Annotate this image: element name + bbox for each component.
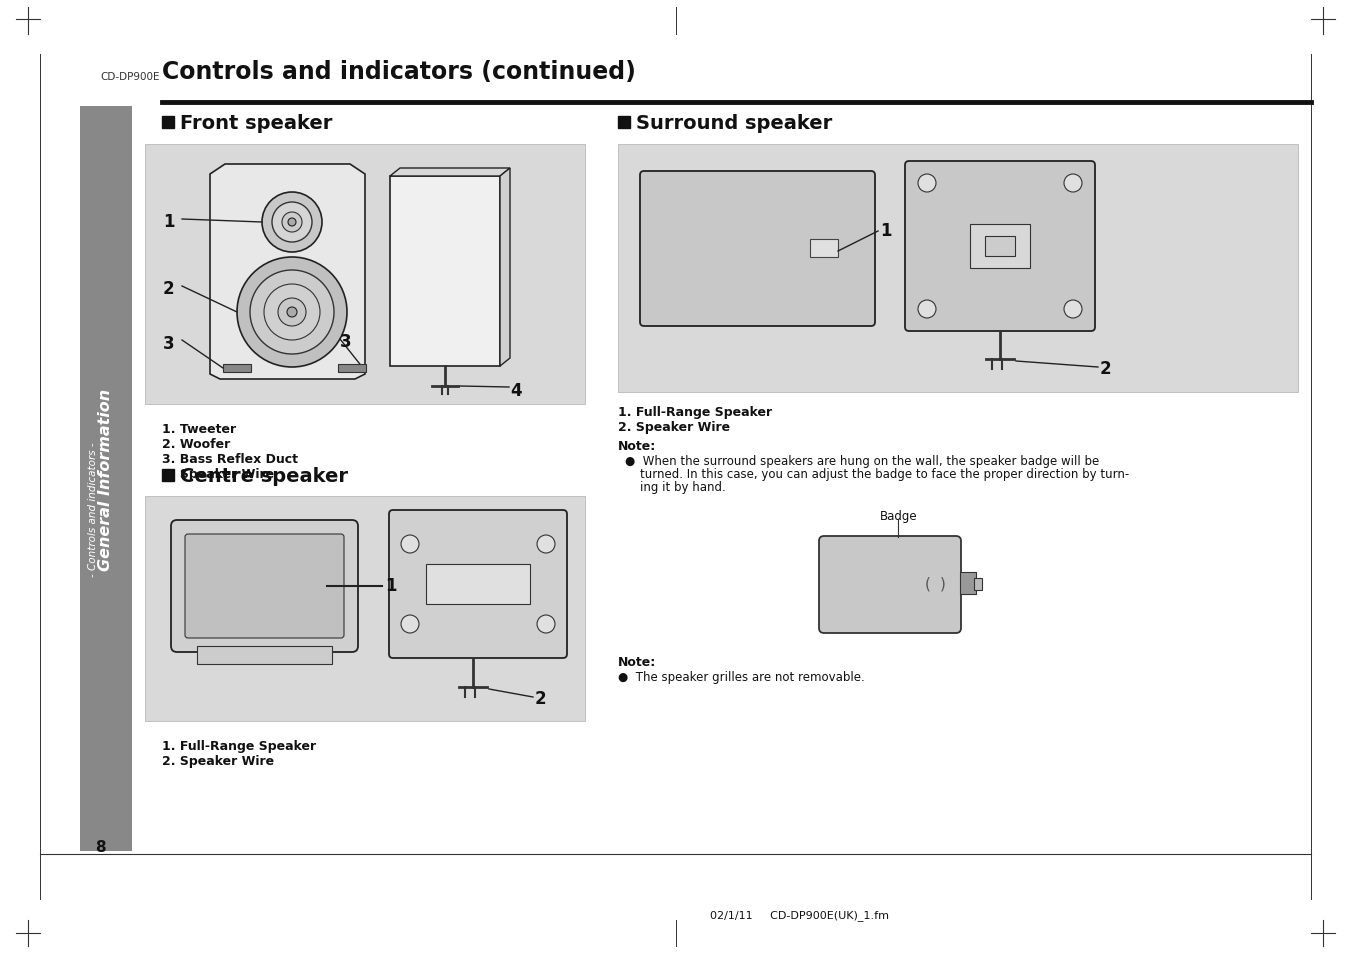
Text: (: (	[925, 577, 931, 592]
Bar	[145, 497, 585, 721]
Circle shape	[1065, 301, 1082, 318]
Text: ●  The speaker grilles are not removable.: ● The speaker grilles are not removable.	[617, 670, 865, 683]
Circle shape	[288, 219, 296, 227]
Text: Note:: Note:	[617, 656, 657, 668]
Circle shape	[282, 213, 303, 233]
Circle shape	[286, 308, 297, 317]
Circle shape	[401, 536, 419, 554]
Bar	[648, 172, 867, 327]
Text: 1: 1	[163, 213, 174, 231]
Bar	[974, 578, 982, 590]
Text: 8: 8	[95, 840, 105, 854]
Text: 1. Full-Range Speaker: 1. Full-Range Speaker	[162, 740, 316, 752]
FancyBboxPatch shape	[819, 537, 961, 634]
FancyBboxPatch shape	[905, 162, 1096, 332]
Text: 2: 2	[163, 280, 174, 297]
Text: 1: 1	[880, 222, 892, 240]
Bar	[338, 365, 366, 373]
Bar	[970, 225, 1029, 269]
Bar	[162, 470, 174, 481]
Text: 1. Tweeter: 1. Tweeter	[162, 422, 236, 436]
Circle shape	[1065, 174, 1082, 193]
Text: ●  When the surround speakers are hung on the wall, the speaker badge will be: ● When the surround speakers are hung on…	[626, 455, 1100, 468]
Text: Surround speaker: Surround speaker	[636, 113, 832, 132]
Bar	[640, 180, 875, 318]
Circle shape	[536, 536, 555, 554]
Bar	[390, 177, 500, 367]
Bar	[905, 170, 1096, 324]
Text: Note:: Note:	[617, 439, 657, 453]
Circle shape	[272, 203, 312, 243]
Bar	[913, 162, 1088, 332]
Bar	[145, 145, 585, 405]
Text: Centre speaker: Centre speaker	[180, 467, 349, 485]
Text: 02/1/11     CD-DP900E(UK)_1.fm: 02/1/11 CD-DP900E(UK)_1.fm	[711, 909, 889, 920]
Circle shape	[401, 616, 419, 634]
Text: 3. Bass Reflex Duct: 3. Bass Reflex Duct	[162, 453, 299, 465]
Text: General Information: General Information	[99, 389, 113, 571]
Bar	[985, 236, 1015, 256]
Text: 3: 3	[163, 335, 174, 353]
Text: 4. Speaker Wire: 4. Speaker Wire	[162, 468, 274, 480]
FancyBboxPatch shape	[389, 511, 567, 659]
Text: 2. Woofer: 2. Woofer	[162, 437, 230, 451]
Text: 1. Full-Range Speaker: 1. Full-Range Speaker	[617, 406, 773, 418]
Bar	[426, 564, 530, 604]
Text: 2: 2	[1100, 359, 1112, 377]
Polygon shape	[500, 169, 509, 367]
Text: 4: 4	[509, 381, 521, 399]
Circle shape	[917, 301, 936, 318]
Text: 2. Speaker Wire: 2. Speaker Wire	[162, 754, 274, 767]
Text: CD-DP900E: CD-DP900E	[100, 71, 159, 82]
FancyBboxPatch shape	[172, 520, 358, 652]
Circle shape	[278, 298, 305, 327]
Circle shape	[262, 193, 322, 253]
Polygon shape	[390, 169, 509, 177]
Text: 1: 1	[385, 577, 396, 595]
Circle shape	[250, 271, 334, 355]
Circle shape	[536, 616, 555, 634]
Bar	[961, 573, 975, 595]
Text: 2: 2	[535, 689, 547, 707]
Bar	[617, 117, 630, 129]
Bar	[617, 145, 1298, 393]
Bar	[811, 240, 838, 257]
Bar	[223, 365, 251, 373]
Circle shape	[236, 257, 347, 368]
FancyBboxPatch shape	[185, 535, 345, 639]
Text: ): )	[940, 577, 946, 592]
Text: 2. Speaker Wire: 2. Speaker Wire	[617, 420, 730, 434]
Circle shape	[263, 285, 320, 340]
Bar	[80, 107, 132, 851]
Text: Front speaker: Front speaker	[180, 113, 332, 132]
Text: ing it by hand.: ing it by hand.	[626, 480, 725, 494]
Bar	[197, 646, 332, 664]
Circle shape	[917, 174, 936, 193]
Polygon shape	[209, 165, 365, 379]
FancyBboxPatch shape	[640, 172, 875, 327]
Text: turned. In this case, you can adjust the badge to face the proper direction by t: turned. In this case, you can adjust the…	[626, 468, 1129, 480]
Text: - Controls and indicators -: - Controls and indicators -	[88, 442, 99, 577]
Text: Controls and indicators (continued): Controls and indicators (continued)	[162, 60, 636, 84]
Text: Badge: Badge	[880, 510, 917, 522]
Bar	[162, 117, 174, 129]
Text: 3: 3	[340, 333, 351, 351]
